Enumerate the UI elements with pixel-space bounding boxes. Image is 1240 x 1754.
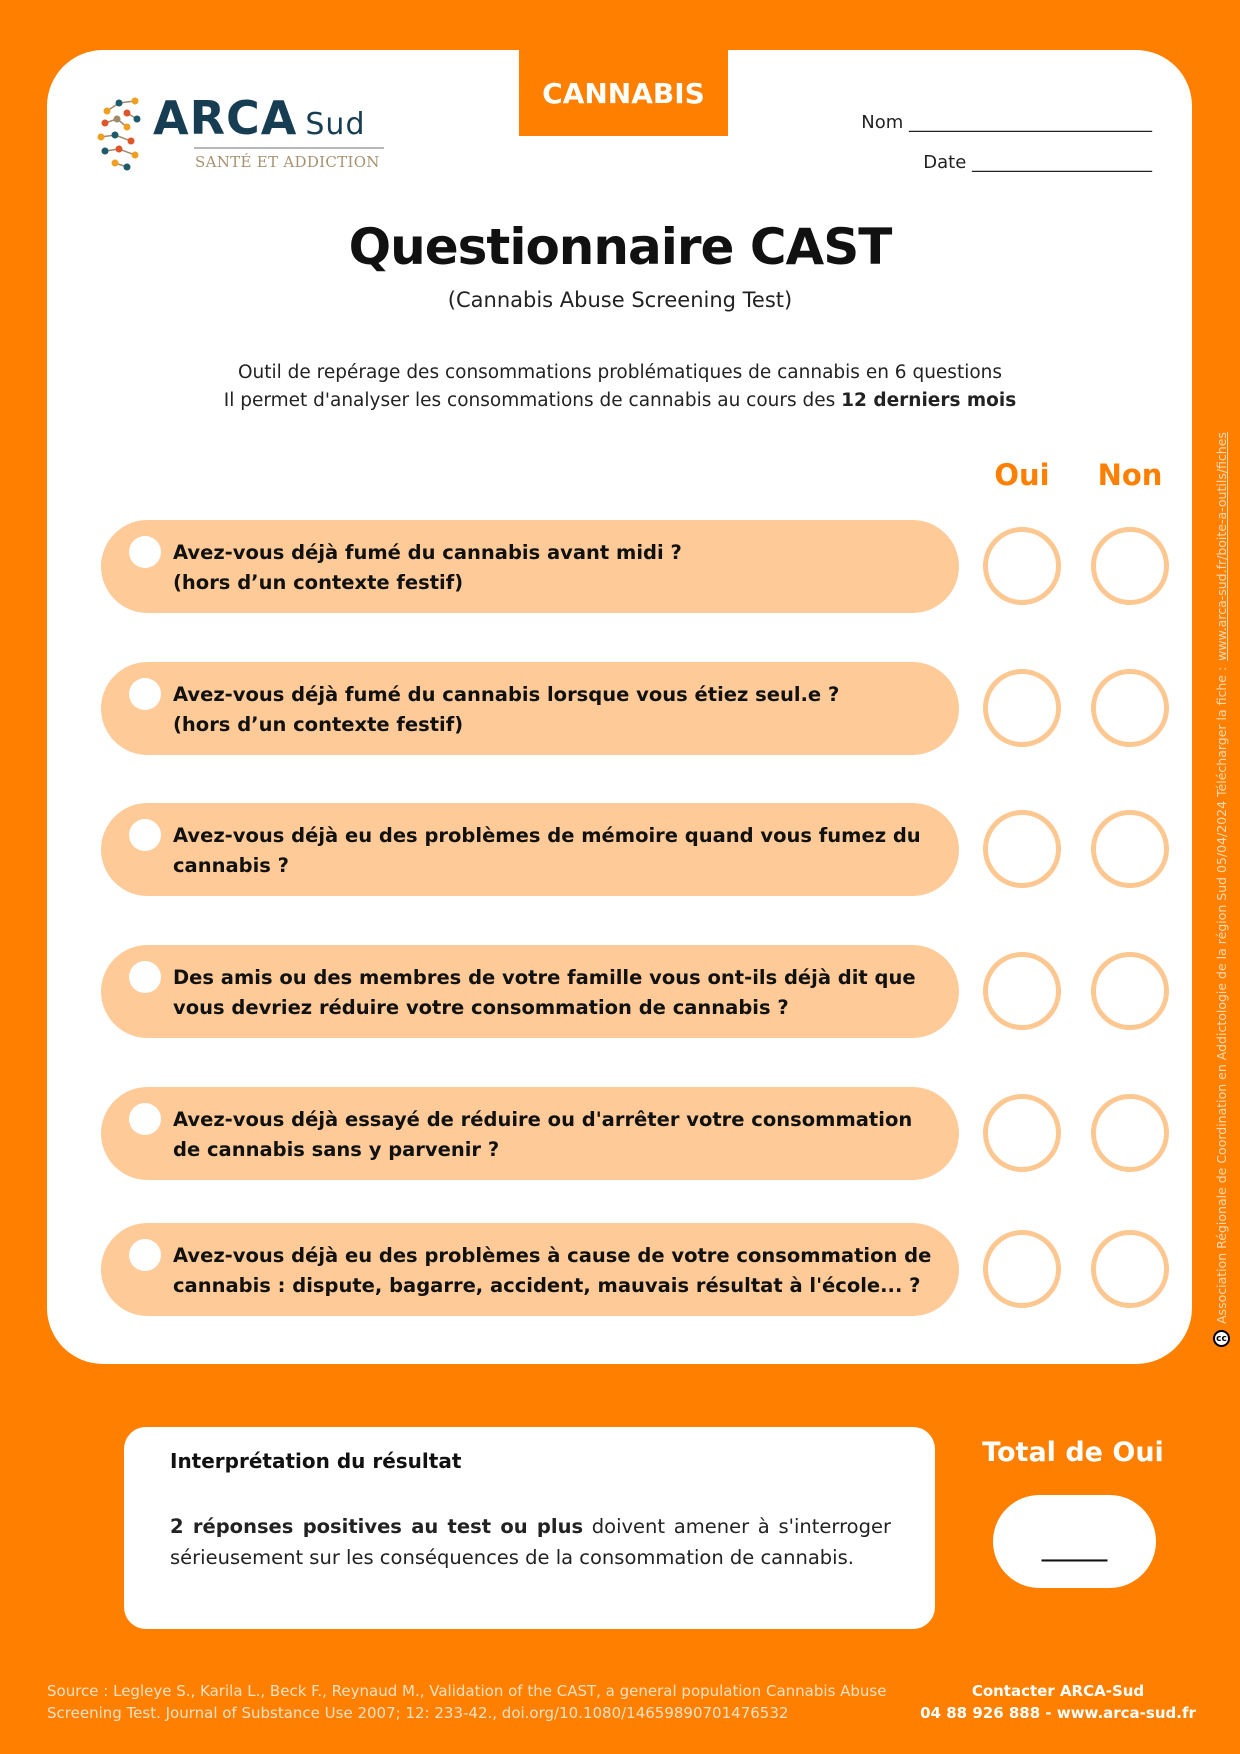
page-subtitle: (Cannabis Abuse Screening Test) bbox=[447, 288, 793, 312]
question-3: Avez-vous déjà eu des problèmes de mémoi… bbox=[101, 803, 959, 896]
answer-non-checkbox-4[interactable] bbox=[1091, 952, 1169, 1030]
bullet-icon bbox=[129, 1103, 161, 1135]
logo-divider bbox=[194, 147, 384, 149]
interpretation-title: Interprétation du résultat bbox=[170, 1449, 462, 1473]
answer-non-checkbox-3[interactable] bbox=[1091, 810, 1169, 888]
molecule-icon bbox=[97, 97, 141, 171]
total-field[interactable]: ______ bbox=[993, 1495, 1156, 1588]
question-6: Avez-vous déjà eu des problèmes à cause … bbox=[101, 1223, 959, 1316]
question-text: Avez-vous déjà eu des problèmes de mémoi… bbox=[173, 824, 921, 877]
header-oui: Oui bbox=[994, 458, 1050, 492]
answer-oui-checkbox-4[interactable] bbox=[983, 952, 1061, 1030]
question-text: Avez-vous déjà eu des problèmes à cause … bbox=[173, 1244, 932, 1297]
interpretation-box: Interprétation du résultat 2 réponses po… bbox=[124, 1427, 935, 1629]
question-2: Avez-vous déjà fumé du cannabis lorsque … bbox=[101, 662, 959, 755]
side-note-text: Association Régionale de Coordination en… bbox=[1214, 666, 1229, 1324]
answer-oui-checkbox-6[interactable] bbox=[983, 1230, 1061, 1308]
question-text: Avez-vous déjà fumé du cannabis lorsque … bbox=[173, 683, 840, 736]
question-text: Des amis ou des membres de votre famille… bbox=[173, 966, 916, 1019]
question-text: Avez-vous déjà fumé du cannabis avant mi… bbox=[173, 541, 682, 594]
answer-oui-checkbox-3[interactable] bbox=[983, 810, 1061, 888]
question-4: Des amis ou des membres de votre famille… bbox=[101, 945, 959, 1038]
bullet-icon bbox=[129, 1239, 161, 1271]
bullet-icon bbox=[129, 961, 161, 993]
answer-oui-checkbox-1[interactable] bbox=[983, 527, 1061, 605]
header-non: Non bbox=[1097, 458, 1163, 492]
bullet-icon bbox=[129, 678, 161, 710]
bullet-icon bbox=[129, 536, 161, 568]
answer-oui-checkbox-2[interactable] bbox=[983, 669, 1061, 747]
answer-non-checkbox-5[interactable] bbox=[1091, 1094, 1169, 1172]
name-field[interactable]: Nom ___________________________ bbox=[861, 112, 1152, 133]
intro-bold: 12 derniers mois bbox=[841, 390, 1017, 411]
interpretation-rest: doivent amener à s'interroger sérieuseme… bbox=[170, 1515, 891, 1569]
source-citation: Source : Legleye S., Karila L., Beck F.,… bbox=[47, 1680, 917, 1724]
source-line-1: Source : Legleye S., Karila L., Beck F.,… bbox=[47, 1682, 887, 1700]
logo-wordmark: ARCA Sud bbox=[153, 91, 366, 145]
side-note: cc Association Régionale de Coordination… bbox=[1213, 432, 1230, 1347]
date-field[interactable]: Date ____________________ bbox=[923, 152, 1152, 173]
contact-info[interactable]: 04 88 926 888 - www.arca-sud.fr bbox=[920, 1704, 1196, 1722]
logo-tagline: SANTÉ ET ADDICTION bbox=[195, 153, 380, 171]
bullet-icon bbox=[129, 819, 161, 851]
answer-non-checkbox-2[interactable] bbox=[1091, 669, 1169, 747]
intro-line-1: Outil de repérage des consommations prob… bbox=[237, 362, 1003, 383]
logo-suffix: Sud bbox=[305, 107, 366, 142]
question-5: Avez-vous déjà essayé de réduire ou d'ar… bbox=[101, 1087, 959, 1180]
interpretation-text: 2 réponses positives au test ou plus doi… bbox=[170, 1511, 891, 1573]
arca-sud-logo: ARCA Sud SANTÉ ET ADDICTION bbox=[97, 91, 393, 175]
intro-text: Il permet d'analyser les consommations d… bbox=[223, 390, 842, 411]
page-title: Questionnaire CAST bbox=[348, 218, 893, 276]
contact-block: Contacter ARCA-Sud 04 88 926 888 - www.a… bbox=[920, 1680, 1196, 1724]
category-tab: CANNABIS bbox=[519, 50, 728, 136]
creative-commons-icon: cc bbox=[1213, 1330, 1230, 1347]
intro-line-2: Il permet d'analyser les consommations d… bbox=[0, 390, 1240, 411]
question-text: Avez-vous déjà essayé de réduire ou d'ar… bbox=[173, 1108, 913, 1161]
contact-title: Contacter ARCA-Sud bbox=[971, 1682, 1145, 1700]
source-line-2: Screening Test. Journal of Substance Use… bbox=[47, 1704, 789, 1722]
download-link[interactable]: www.arca-sud.fr/boite-a-outils/fiches bbox=[1214, 432, 1229, 661]
interpretation-bold: 2 réponses positives au test ou plus bbox=[170, 1515, 584, 1538]
logo-name: ARCA bbox=[153, 91, 298, 145]
answer-non-checkbox-6[interactable] bbox=[1091, 1230, 1169, 1308]
total-label: Total de Oui bbox=[982, 1437, 1164, 1468]
question-1: Avez-vous déjà fumé du cannabis avant mi… bbox=[101, 520, 959, 613]
answer-oui-checkbox-5[interactable] bbox=[983, 1094, 1061, 1172]
answer-non-checkbox-1[interactable] bbox=[1091, 527, 1169, 605]
